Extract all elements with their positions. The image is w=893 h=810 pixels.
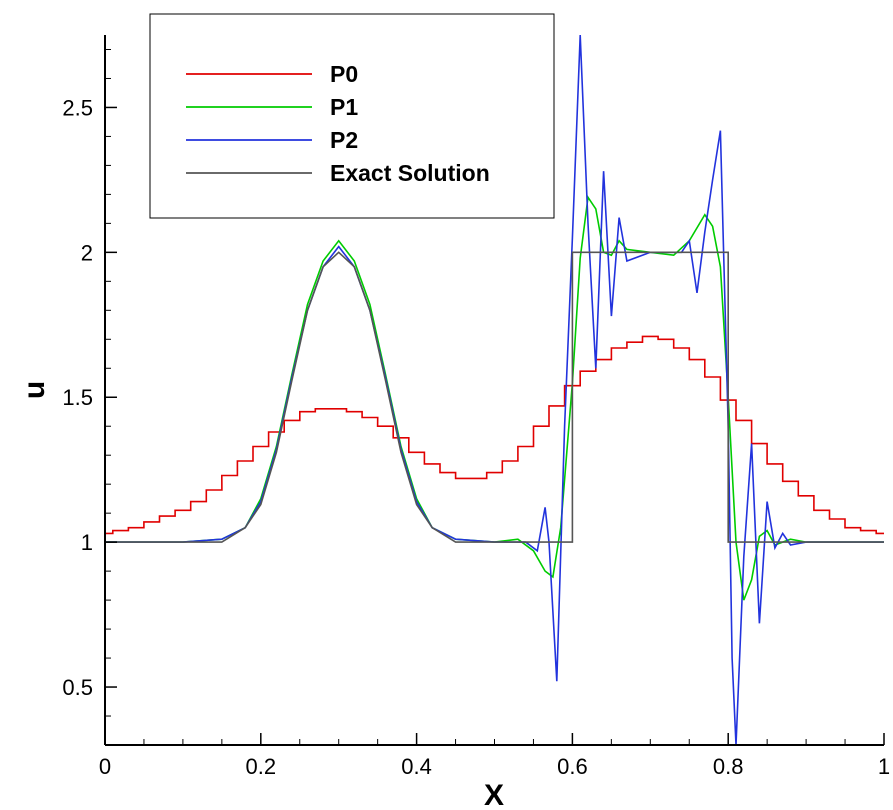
y-ticks: 0.5 1 1.5 2 2.5 xyxy=(62,48,117,746)
x-tick-label: 0.2 xyxy=(246,754,277,779)
legend-label-p2: P2 xyxy=(330,127,358,153)
x-tick-label: 0.8 xyxy=(713,754,744,779)
y-tick-label: 2 xyxy=(81,240,93,265)
legend-box xyxy=(149,13,555,219)
legend: P0 P1 P2 Exact Solution xyxy=(149,13,555,219)
x-ticks: 0 0.2 0.4 0.6 0.8 1 xyxy=(99,733,890,779)
legend-label-p1: P1 xyxy=(330,94,358,120)
y-tick-label: 1 xyxy=(81,530,93,555)
x-axis-title: X xyxy=(484,779,504,810)
series-line-p2 xyxy=(105,34,884,745)
y-tick-label: 0.5 xyxy=(62,675,93,700)
y-tick-label: 2.5 xyxy=(62,95,93,120)
x-tick-label: 0.4 xyxy=(401,754,432,779)
x-tick-label: 1 xyxy=(878,754,890,779)
x-tick-label: 0.6 xyxy=(557,754,588,779)
series-layer xyxy=(105,34,884,745)
series-line-exact-solution xyxy=(105,251,884,543)
y-axis-title: u xyxy=(18,381,51,399)
series-line-p0 xyxy=(105,335,884,535)
legend-label-p0: P0 xyxy=(330,61,358,87)
y-tick-label: 1.5 xyxy=(62,385,93,410)
legend-label-exact-solution: Exact Solution xyxy=(330,160,490,186)
x-tick-label: 0 xyxy=(99,754,111,779)
